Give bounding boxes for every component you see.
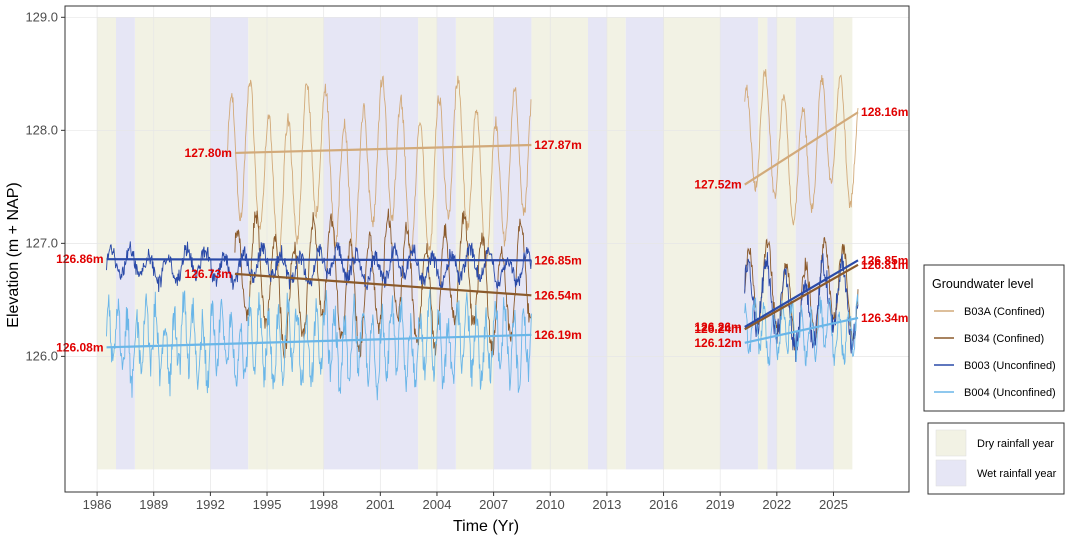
rain-legend-swatch: [935, 459, 967, 487]
x-tick-label: 2019: [706, 497, 735, 512]
trend-line: [234, 143, 532, 155]
x-tick-label: 1989: [139, 497, 168, 512]
legend-groundwater-items: B03A (Confined) B034 (Confined) B003 (Unco…: [934, 306, 1056, 399]
rain-legend-label: Dry rainfall year: [977, 438, 1054, 450]
plot-panel-border: [64, 5, 910, 493]
legend-rainfall-items: Dry rainfall year Wet rainfall year: [935, 429, 1057, 487]
y-axis-title: Elevation (m + NAP): [5, 182, 22, 327]
legend-groundwater-title: Groundwater level: [932, 277, 1033, 291]
series-line: [744, 252, 859, 362]
trend-line: [744, 259, 859, 328]
legend-label: B004 (Unconfined): [964, 387, 1056, 399]
x-tick-label: 1998: [309, 497, 338, 512]
rain-legend-label: Wet rainfall year: [977, 468, 1057, 480]
legend-label: B03A (Confined): [964, 306, 1045, 318]
trend-label-end: 126.85m: [861, 253, 908, 267]
trend-label-start: 126.08m: [56, 340, 103, 354]
x-axis-title: Time (Yr): [453, 518, 519, 535]
x-tick-label: 2013: [592, 497, 621, 512]
y-tick-label: 127.0: [25, 235, 58, 250]
legend-label: B003 (Unconfined): [964, 360, 1056, 372]
x-tick-label: 2001: [366, 497, 395, 512]
series-line: [744, 69, 859, 226]
trend-label-end: 126.34m: [861, 311, 908, 325]
axes: 1986 1989 1992 1995 1998 2001 2004 2007 2010 2013…: [25, 9, 847, 512]
trend-label-end: 127.87m: [534, 138, 581, 152]
trend-lines: [106, 111, 859, 349]
y-tick-label: 129.0: [25, 9, 58, 24]
y-tick-label: 128.0: [25, 122, 58, 137]
x-tick-label: 1995: [253, 497, 282, 512]
series-line: [106, 289, 532, 401]
legend-groundwater: Groundwater level B03A (Confined) B034 (C…: [923, 264, 1065, 412]
trend-label-end: 128.16m: [861, 105, 908, 119]
trend-label-end: 126.54m: [534, 288, 581, 302]
trend-label-start: 126.73m: [185, 267, 232, 281]
trend-label-start: 126.12m: [694, 336, 741, 350]
x-tick-label: 1986: [83, 497, 112, 512]
legend-rainfall: Dry rainfall year Wet rainfall year: [927, 422, 1065, 495]
x-tick-label: 2016: [649, 497, 678, 512]
x-tick-label: 2010: [536, 497, 565, 512]
series-line: [106, 241, 532, 293]
series-lines: [106, 69, 859, 401]
trend-label-start: 127.52m: [694, 178, 741, 192]
series-line: [744, 294, 859, 367]
x-tick-label: 1992: [196, 497, 225, 512]
trend-label-start: 126.24m: [694, 322, 741, 336]
legend-label: B034 (Confined): [964, 333, 1044, 345]
trend-line: [106, 333, 532, 349]
x-tick-label: 2025: [819, 497, 848, 512]
trend-label-end: 126.19m: [534, 328, 581, 342]
y-tick-label: 126.0: [25, 348, 58, 363]
trend-label-start: 127.80m: [185, 146, 232, 160]
trend-label-end: 126.85m: [534, 253, 581, 267]
trend-line: [234, 272, 532, 297]
x-tick-label: 2004: [423, 497, 452, 512]
trend-annotations: 127.80m 127.87m 127.52m 128.16m 126.73m 126.5…: [56, 105, 908, 354]
trend-line: [106, 258, 532, 262]
trend-label-start: 126.26m: [694, 320, 741, 334]
x-tick-label: 2022: [762, 497, 791, 512]
trend-line: [744, 263, 859, 331]
x-tick-label: 2007: [479, 497, 508, 512]
trend-line: [744, 111, 859, 186]
trend-label-start: 126.86m: [56, 252, 103, 266]
trend-line: [744, 316, 859, 344]
rain-legend-swatch: [935, 429, 967, 457]
trend-label-end: 126.81m: [861, 258, 908, 272]
